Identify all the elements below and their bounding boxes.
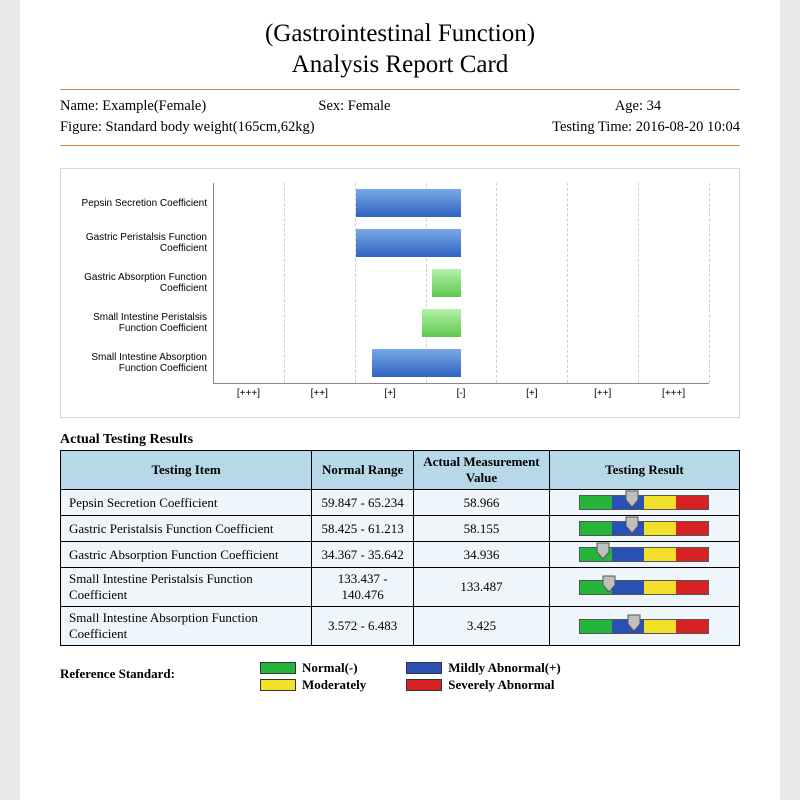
chart-row: Gastric Absorption Function Coefficient (73, 263, 709, 303)
report-title: (Gastrointestinal Function) Analysis Rep… (60, 18, 740, 81)
testingtime-label: Testing Time: (552, 119, 632, 135)
name-value: Example(Female) (102, 98, 206, 114)
x-tick: [++] (284, 384, 355, 399)
table-row: Gastric Absorption Function Coefficient3… (61, 542, 740, 568)
x-tick: [+] (355, 384, 426, 399)
legend-text: Mildly Abnormal(+) (448, 660, 561, 676)
normal-range: 59.847 - 65.234 (312, 490, 414, 516)
x-tick: [++] (567, 384, 638, 399)
item-name: Pepsin Secretion Coefficient (61, 490, 312, 516)
result-indicator (549, 490, 739, 516)
name-label: Name: (60, 98, 99, 114)
legend-text: Normal(-) (302, 660, 358, 676)
measured-value: 58.966 (414, 490, 550, 516)
bar-chart: Pepsin Secretion Coefficient Gastric Peri… (60, 168, 740, 418)
item-name: Gastric Peristalsis Function Coefficient (61, 516, 312, 542)
chart-row: Gastric Peristalsis Function Coefficient (73, 223, 709, 263)
table-row: Pepsin Secretion Coefficient59.847 - 65.… (61, 490, 740, 516)
table-row: Small Intestine Peristalsis Function Coe… (61, 568, 740, 607)
legend-swatch (260, 662, 296, 674)
legend-label: Reference Standard: (60, 660, 260, 682)
result-indicator (549, 542, 739, 568)
chart-bar-label: Gastric Peristalsis Function Coefficient (73, 232, 213, 254)
x-tick: [+] (496, 384, 567, 399)
x-axis: [+++][++][+][-][+][++][+++] (213, 383, 709, 399)
measured-value: 3.425 (414, 607, 550, 646)
chart-bar (432, 269, 462, 297)
legend-item: Moderately (260, 677, 366, 693)
title-line2: Analysis Report Card (292, 51, 509, 78)
testingtime-value: 2016-08-20 10:04 (636, 119, 740, 135)
legend: Reference Standard: Normal(-)Moderately … (60, 660, 740, 694)
chart-bar (356, 229, 462, 257)
table-row: Small Intestine Absorption Function Coef… (61, 607, 740, 646)
chart-bar-label: Gastric Absorption Function Coefficient (73, 272, 213, 294)
legend-item: Mildly Abnormal(+) (406, 660, 561, 676)
chart-bar (356, 189, 462, 217)
normal-range: 34.367 - 35.642 (312, 542, 414, 568)
normal-range: 58.425 - 61.213 (312, 516, 414, 542)
measured-value: 58.155 (414, 516, 550, 542)
report-page: (Gastrointestinal Function) Analysis Rep… (20, 0, 780, 800)
legend-item: Severely Abnormal (406, 677, 561, 693)
sex-label: Sex: (318, 98, 344, 114)
result-indicator (549, 568, 739, 607)
result-indicator (549, 516, 739, 542)
chart-row: Small Intestine Peristalsis Function Coe… (73, 303, 709, 343)
table-row: Gastric Peristalsis Function Coefficient… (61, 516, 740, 542)
figure-label: Figure: (60, 119, 102, 135)
figure-value: Standard body weight(165cm,62kg) (106, 119, 315, 135)
item-name: Small Intestine Absorption Function Coef… (61, 607, 312, 646)
measured-value: 133.487 (414, 568, 550, 607)
x-tick: [-] (426, 384, 497, 399)
legend-text: Severely Abnormal (448, 677, 554, 693)
patient-info: Name: Example(Female) Sex: Female Age: 3… (60, 96, 740, 140)
result-indicator (549, 607, 739, 646)
normal-range: 133.437 - 140.476 (312, 568, 414, 607)
chart-bar-label: Small Intestine Absorption Function Coef… (73, 352, 213, 374)
chart-bar-label: Small Intestine Peristalsis Function Coe… (73, 312, 213, 334)
item-name: Gastric Absorption Function Coefficient (61, 542, 312, 568)
results-table: Testing ItemNormal RangeActual Measureme… (60, 450, 740, 646)
title-line1: (Gastrointestinal Function) (265, 20, 535, 47)
legend-swatch (260, 679, 296, 691)
chart-bar (422, 309, 462, 337)
table-header: Testing Result (549, 451, 739, 490)
chart-row: Small Intestine Absorption Function Coef… (73, 343, 709, 383)
table-header: Testing Item (61, 451, 312, 490)
table-header: Actual Measurement Value (414, 451, 550, 490)
legend-swatch (406, 679, 442, 691)
x-tick: [+++] (213, 384, 284, 399)
normal-range: 3.572 - 6.483 (312, 607, 414, 646)
x-tick: [+++] (638, 384, 709, 399)
sex-value: Female (348, 98, 391, 114)
chart-bar-label: Pepsin Secretion Coefficient (73, 198, 213, 209)
age-value: 34 (647, 98, 662, 114)
chart-bar (372, 349, 461, 377)
divider (60, 145, 740, 146)
legend-swatch (406, 662, 442, 674)
measured-value: 34.936 (414, 542, 550, 568)
divider (60, 89, 740, 90)
chart-row: Pepsin Secretion Coefficient (73, 183, 709, 223)
legend-item: Normal(-) (260, 660, 366, 676)
legend-text: Moderately (302, 677, 366, 693)
age-label: Age: (615, 98, 643, 114)
table-header: Normal Range (312, 451, 414, 490)
item-name: Small Intestine Peristalsis Function Coe… (61, 568, 312, 607)
results-heading: Actual Testing Results (60, 432, 740, 448)
